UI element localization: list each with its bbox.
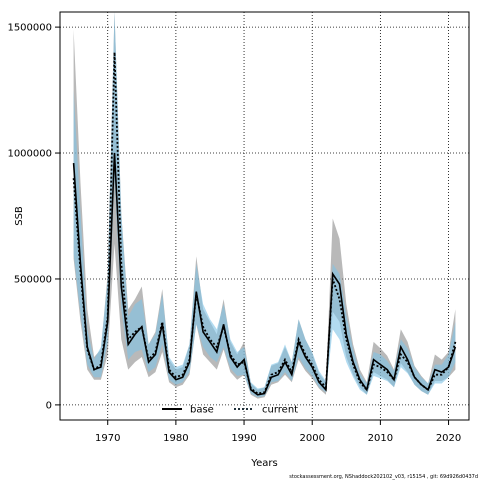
y-axis-ticks: 0 500000 1000000 1500000	[7, 23, 60, 411]
x-tick-label: 2010	[368, 433, 393, 444]
y-tick-label: 1000000	[7, 149, 52, 160]
x-axis-ticks: 1970 1980 1990 2000 2010 2020	[95, 420, 461, 444]
x-tick-label: 1980	[163, 433, 188, 444]
x-tick-label: 2020	[436, 433, 461, 444]
y-tick-label: 1500000	[7, 23, 52, 34]
legend-base-label: base	[190, 405, 214, 416]
y-tick-label: 500000	[14, 274, 52, 285]
x-tick-label: 1970	[95, 433, 120, 444]
footnote: stockassessment.org, NShaddock202102_v03…	[289, 474, 478, 480]
line-base	[72, 152, 457, 396]
y-tick-label: 0	[46, 400, 52, 411]
x-tick-label: 1990	[231, 433, 256, 444]
y-axis-title: SSB	[14, 206, 25, 226]
line-current	[72, 52, 457, 395]
legend: base current	[162, 405, 298, 416]
x-tick-label: 2000	[299, 433, 324, 444]
series-lines	[72, 52, 457, 396]
plot-frame	[59, 11, 470, 421]
x-axis-title: Years	[250, 458, 277, 469]
legend-current-label: current	[262, 405, 298, 416]
